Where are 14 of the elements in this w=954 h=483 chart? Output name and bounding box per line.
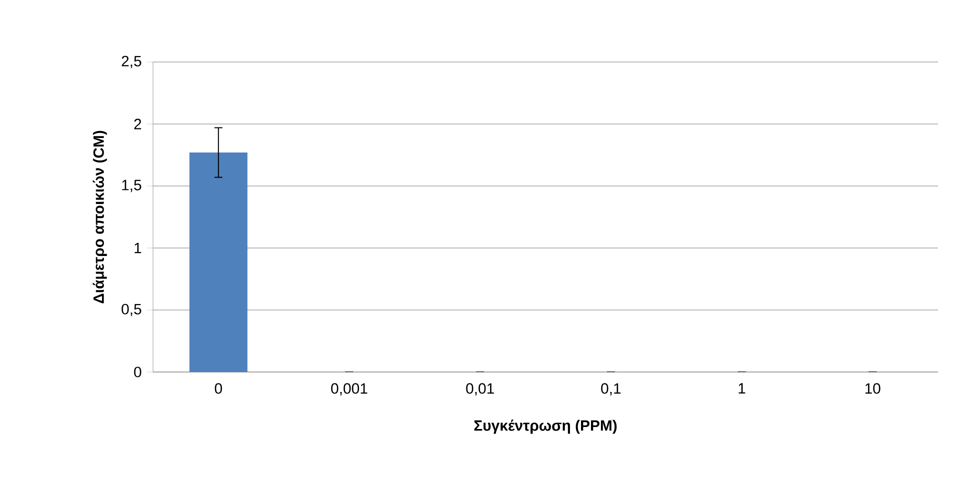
x-tick-label: 10 — [865, 383, 880, 394]
y-tick-label: 1 — [134, 242, 142, 254]
x-tick-label: 1 — [738, 383, 746, 394]
y-tick-label: 0 — [134, 366, 142, 378]
y-tick-label: 1,5 — [122, 180, 142, 192]
x-tick-label: 0 — [214, 383, 222, 394]
y-tick-label: 0,5 — [122, 304, 142, 316]
y-tick-label: 2 — [134, 118, 142, 130]
y-tick-label: 2,5 — [122, 56, 142, 68]
y-axis-title: Διάμετρο αποικιών (CM) — [92, 130, 107, 304]
x-tick-label: 0,001 — [331, 383, 368, 396]
x-tick-label: 0,01 — [466, 383, 494, 396]
x-tick-label: 0,1 — [601, 383, 621, 396]
x-axis-title: Συγκέντρωση (PPM) — [474, 420, 617, 434]
